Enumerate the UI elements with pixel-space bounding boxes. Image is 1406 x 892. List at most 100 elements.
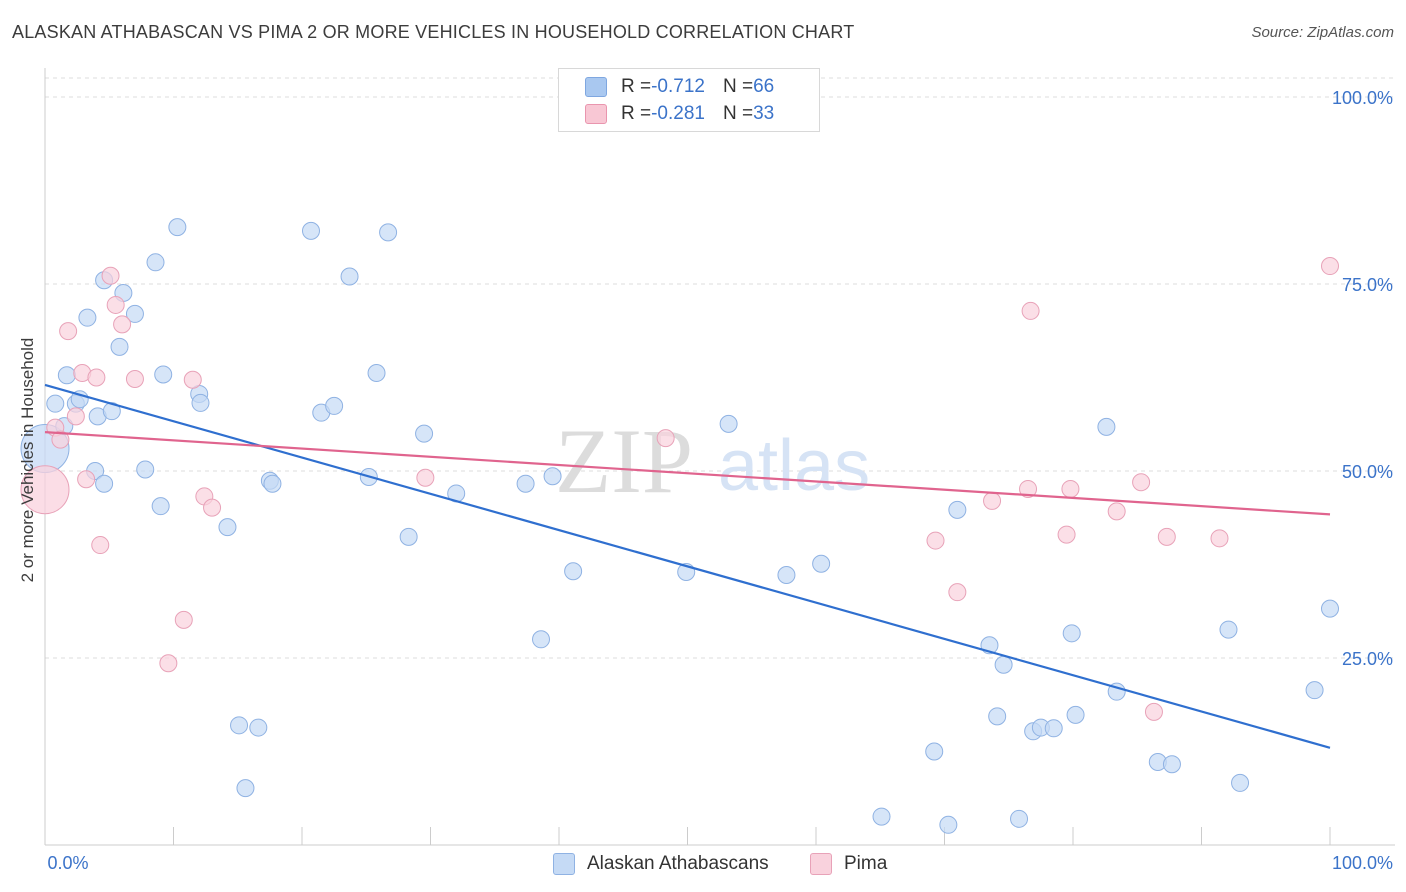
athabascan-point <box>236 779 255 798</box>
legend: R = -0.712 N = 66 R = -0.281 N = 33 <box>558 68 820 132</box>
athabascan-point <box>379 223 398 242</box>
athabascan-point <box>218 518 237 537</box>
pima-point <box>159 654 178 673</box>
athabascan-point <box>154 365 173 384</box>
pima-point <box>203 498 222 517</box>
athabascan-point <box>249 718 268 737</box>
pima-point <box>125 369 144 388</box>
bottom-legend-swatch-athabascan <box>553 853 575 875</box>
gridlines <box>45 77 1395 659</box>
pima-point <box>183 370 202 389</box>
pima-point <box>983 491 1002 510</box>
athabascan-point <box>110 337 129 356</box>
athabascan-point <box>1219 620 1238 639</box>
watermark: ZIP atlas <box>555 410 870 512</box>
pima-point <box>20 465 70 515</box>
athabascan-point <box>719 414 738 433</box>
pima-point <box>59 322 78 341</box>
athabascan-point <box>872 807 891 826</box>
pima-point <box>1132 473 1151 492</box>
legend-n-label: N = <box>722 103 754 124</box>
trend-lines <box>44 383 1331 749</box>
athabascan-point <box>1305 681 1324 700</box>
watermark-atlas: atlas <box>718 426 870 506</box>
axes <box>44 68 1395 846</box>
legend-r-label: R = <box>621 76 652 97</box>
athabascan-point <box>543 467 562 486</box>
athabascan-point <box>1231 773 1250 792</box>
watermark-zip: ZIP <box>555 410 693 512</box>
legend-r-value: -0.712 <box>651 76 705 97</box>
bottom-legend-label-pima: Pima <box>844 853 888 874</box>
pima-point <box>1019 479 1038 498</box>
athabascan-point <box>325 396 344 415</box>
pima-point <box>66 407 85 426</box>
athabascan-point <box>263 474 282 493</box>
bottom-legend-pima: Pima <box>810 851 887 877</box>
bottom-legend-athabascan: Alaskan Athabascans <box>553 851 769 877</box>
legend-row-athabascan: R = -0.712 N = 66 <box>585 75 774 99</box>
pima-point <box>1107 502 1126 521</box>
athabascan-point <box>102 402 121 421</box>
athabascan-point <box>95 474 114 493</box>
athabascan-point <box>532 630 551 649</box>
tick-labels: 100.0% 75.0% 50.0% 25.0% 0.0% 100.0% <box>47 88 1393 873</box>
bottom-legend-label-athabascan: Alaskan Athabascans <box>587 853 769 874</box>
athabascan-point <box>125 304 144 323</box>
athabascan-point <box>151 497 170 516</box>
pima-point <box>1057 525 1076 544</box>
athabascan-point <box>1066 705 1085 724</box>
legend-swatch-athabascan <box>585 77 607 97</box>
athabascan-point <box>1162 755 1181 774</box>
athabascan-point <box>777 565 796 584</box>
pima-point <box>926 531 945 550</box>
pima-trend-line <box>44 431 1331 516</box>
x-tick-label-max: 100.0% <box>1332 853 1393 873</box>
athabascan-point <box>57 366 76 385</box>
pima-point <box>1210 529 1229 548</box>
x-tick-label-min: 0.0% <box>47 853 88 873</box>
athabascan-point <box>78 308 97 327</box>
legend-row-pima: R = -0.281 N = 33 <box>585 102 774 126</box>
athabascan-point <box>46 394 65 413</box>
athabascan-point <box>994 655 1013 674</box>
pima-point <box>1061 479 1080 498</box>
athabascan-point <box>1062 624 1081 643</box>
pima-point <box>1157 527 1176 546</box>
athabascan-point <box>230 716 249 735</box>
y-tick-label: 100.0% <box>1332 88 1393 108</box>
athabascan-point <box>301 221 320 240</box>
pima-point <box>948 583 967 602</box>
athabascan-point <box>564 562 583 581</box>
athabascan-point <box>415 424 434 443</box>
athabascan-point <box>146 253 165 272</box>
athabascan-point <box>1044 719 1063 738</box>
pima-point <box>174 610 193 629</box>
legend-n-label: N = <box>722 76 754 97</box>
pima-point <box>101 266 120 285</box>
pima-point <box>656 429 675 448</box>
y-tick-label: 25.0% <box>1342 649 1393 669</box>
pima-point <box>1021 301 1040 320</box>
pima-point <box>51 430 70 449</box>
y-tick-label: 75.0% <box>1342 275 1393 295</box>
athabascan-point <box>340 267 359 286</box>
athabascan-point <box>136 460 155 479</box>
legend-n-value: 66 <box>753 76 775 97</box>
source-label: Source: ZipAtlas.com <box>1251 24 1394 41</box>
athabascan-point <box>516 474 535 493</box>
data-points <box>20 218 1339 834</box>
athabascan-point <box>1321 599 1339 618</box>
pima-point <box>106 295 125 314</box>
y-tick-label: 50.0% <box>1342 462 1393 482</box>
pima-point <box>416 468 435 487</box>
athabascan-point <box>367 364 386 383</box>
pima-point <box>87 368 106 387</box>
athabascan-point <box>925 742 944 761</box>
legend-n-value: 33 <box>753 103 775 124</box>
athabascan-point <box>168 218 187 237</box>
chart-title: ALASKAN ATHABASCAN VS PIMA 2 OR MORE VEH… <box>12 22 855 42</box>
pima-point <box>91 536 110 555</box>
athabascan-point <box>812 554 831 573</box>
